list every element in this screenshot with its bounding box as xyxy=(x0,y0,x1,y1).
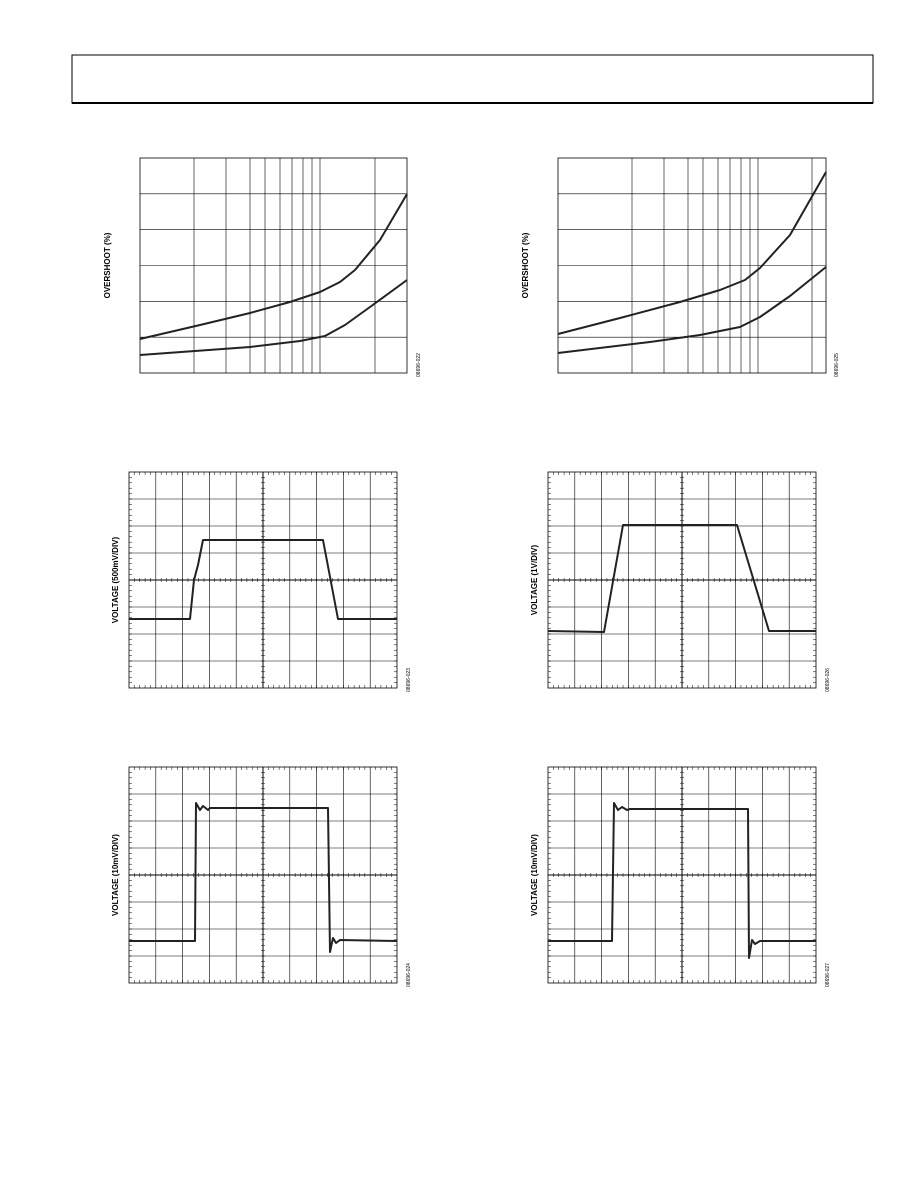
figure-code: 08696-023 xyxy=(406,668,412,692)
curve xyxy=(557,171,827,335)
curve xyxy=(139,279,408,356)
y-axis-label: VOLTAGE (500mV/DIV) xyxy=(111,536,120,623)
figure-code: 08696-025 xyxy=(834,353,840,377)
curve xyxy=(557,266,827,354)
waveform xyxy=(129,802,398,953)
waveform xyxy=(548,802,816,959)
y-axis-label: OVERSHOOT (%) xyxy=(521,232,530,298)
waveform xyxy=(547,524,816,633)
figure-code: 08696-024 xyxy=(406,963,412,987)
figure-code: 08696-022 xyxy=(416,353,422,377)
figure-code: 08696-027 xyxy=(825,963,831,987)
waveform xyxy=(129,539,397,620)
header-box xyxy=(71,54,874,104)
figure-code: 08696-026 xyxy=(825,668,831,692)
y-axis-label: VOLTAGE (10mV/DIV) xyxy=(530,834,539,916)
plots: OVERSHOOT (%) 08696-022 OVERSHOOT (%) 08696… xyxy=(103,157,840,987)
curves xyxy=(129,171,827,959)
y-axis-label: OVERSHOOT (%) xyxy=(103,232,112,298)
curve xyxy=(139,193,408,340)
y-axis-label: VOLTAGE (10mV/DIV) xyxy=(111,834,120,916)
y-axis-label: VOLTAGE (1V/DIV) xyxy=(530,544,539,615)
